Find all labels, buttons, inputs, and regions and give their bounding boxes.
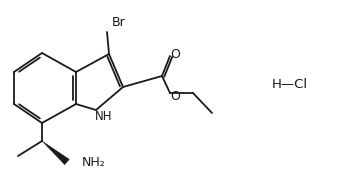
Text: Br: Br [112, 16, 126, 29]
Text: O: O [170, 91, 180, 104]
Text: NH₂: NH₂ [82, 155, 106, 168]
Text: H—Cl: H—Cl [272, 78, 308, 91]
Text: NH: NH [95, 111, 113, 124]
Text: O: O [170, 49, 180, 62]
Polygon shape [42, 141, 69, 165]
